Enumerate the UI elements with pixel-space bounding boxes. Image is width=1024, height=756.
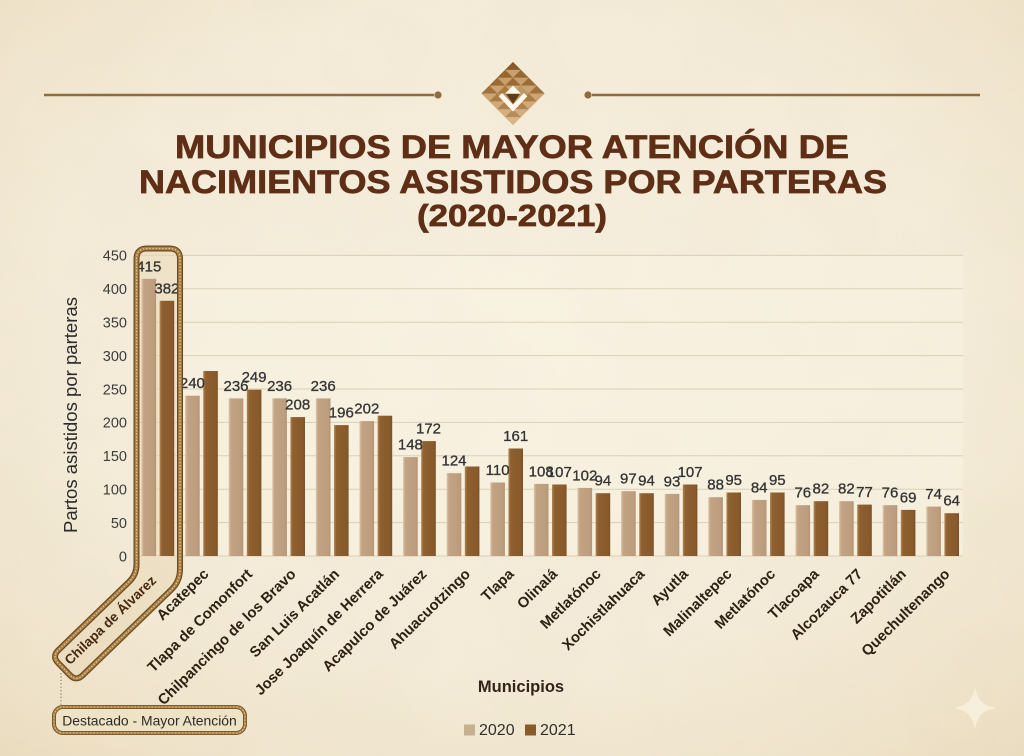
svg-text:77: 77 [856,484,873,501]
svg-text:102: 102 [572,467,597,484]
svg-text:108: 108 [529,463,554,480]
svg-text:Municipios: Municipios [478,678,564,696]
svg-text:150: 150 [103,449,127,465]
svg-text:107: 107 [547,464,572,481]
svg-text:94: 94 [595,473,612,490]
svg-text:200: 200 [103,416,127,432]
svg-text:95: 95 [725,472,742,489]
svg-text:Destacado - Mayor Atención: Destacado - Mayor Atención [62,712,237,728]
svg-text:(2020-2021): (2020-2021) [417,198,607,233]
svg-text:74: 74 [925,486,942,503]
svg-text:Partos asistidos por parteras: Partos asistidos por parteras [60,297,81,533]
svg-text:196: 196 [329,405,354,422]
svg-text:MUNICIPIOS DE MAYOR ATENCIÓN D: MUNICIPIOS DE MAYOR ATENCIÓN DE [175,128,849,165]
svg-text:107: 107 [678,464,703,481]
svg-text:250: 250 [103,382,127,398]
svg-text:161: 161 [503,428,528,445]
svg-text:82: 82 [838,481,855,498]
svg-text:400: 400 [103,282,127,298]
svg-text:88: 88 [707,477,724,494]
svg-text:450: 450 [103,249,127,265]
svg-text:0: 0 [119,549,127,565]
svg-text:172: 172 [416,421,441,438]
svg-text:2020: 2020 [479,722,515,739]
svg-text:50: 50 [111,516,127,532]
svg-text:236: 236 [267,378,292,395]
svg-text:236: 236 [223,378,248,395]
svg-text:124: 124 [441,453,466,470]
svg-text:249: 249 [242,369,267,386]
svg-text:415: 415 [136,258,161,275]
svg-text:94: 94 [638,473,655,490]
svg-text:100: 100 [103,483,127,499]
svg-text:NACIMIENTOS ASISTIDOS POR PART: NACIMIENTOS ASISTIDOS POR PARTERAS [139,164,887,200]
svg-text:240: 240 [180,375,205,392]
svg-text:350: 350 [103,316,127,332]
svg-text:202: 202 [354,401,379,418]
svg-text:236: 236 [311,378,336,395]
svg-text:97: 97 [620,471,637,488]
svg-text:76: 76 [882,485,899,502]
svg-text:84: 84 [751,479,768,496]
svg-text:95: 95 [769,472,786,489]
svg-text:64: 64 [943,493,960,510]
svg-text:93: 93 [664,473,681,490]
svg-text:82: 82 [813,481,830,498]
svg-text:300: 300 [103,349,127,365]
svg-text:110: 110 [486,462,510,479]
svg-text:208: 208 [285,397,310,414]
svg-text:148: 148 [398,437,423,454]
svg-text:2021: 2021 [540,722,576,739]
svg-text:69: 69 [900,489,917,506]
svg-text:76: 76 [794,485,811,502]
svg-text:382: 382 [154,280,179,297]
